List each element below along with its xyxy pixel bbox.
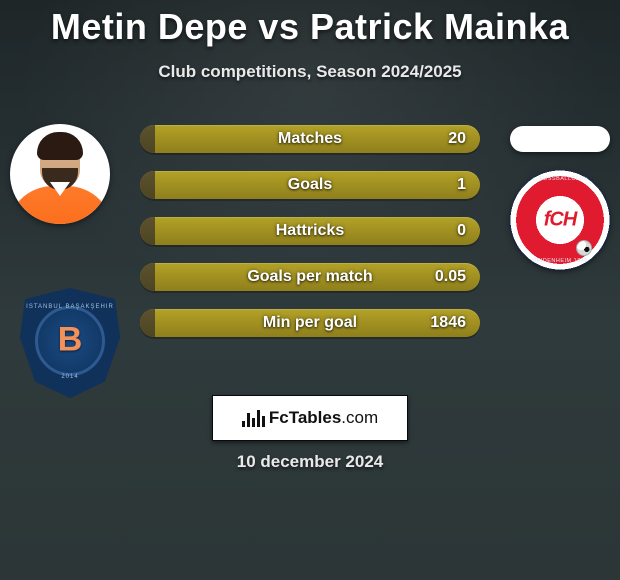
stat-value: 1 bbox=[457, 171, 466, 199]
player-right-pill bbox=[510, 126, 610, 152]
stat-label: Goals bbox=[140, 171, 480, 199]
stat-row: Matches 20 bbox=[140, 125, 480, 153]
club-right-arc-top: 1. FUSSBALLCLUB bbox=[532, 176, 588, 182]
stat-rows: Matches 20 Goals 1 Hattricks 0 Goals per… bbox=[140, 125, 480, 355]
stat-label: Hattricks bbox=[140, 217, 480, 245]
club-left-badge: ISTANBUL BAŞAKŞEHIR B 2014 bbox=[20, 288, 120, 398]
club-right-badge: 1. FUSSBALLCLUB fCH HEIDENHEIM 1846 bbox=[510, 170, 610, 270]
content-root: Metin Depe vs Patrick Mainka Club compet… bbox=[0, 0, 620, 580]
page-subtitle: Club competitions, Season 2024/2025 bbox=[0, 62, 620, 82]
club-left-arc-bot: 2014 bbox=[61, 374, 78, 380]
stat-label: Goals per match bbox=[140, 263, 480, 291]
club-right-arc-bot: HEIDENHEIM 1846 bbox=[532, 258, 588, 264]
stat-label: Min per goal bbox=[140, 309, 480, 337]
player-left-avatar bbox=[10, 124, 110, 224]
date-text: 10 december 2024 bbox=[0, 452, 620, 472]
bar-chart-icon bbox=[242, 409, 265, 427]
stat-value: 20 bbox=[448, 125, 466, 153]
stat-row: Goals per match 0.05 bbox=[140, 263, 480, 291]
club-right-center-text: fCH bbox=[544, 209, 577, 232]
brand-box: FcTables.com bbox=[212, 395, 408, 441]
stat-row: Goals 1 bbox=[140, 171, 480, 199]
stat-value: 0.05 bbox=[435, 263, 466, 291]
soccer-ball-icon bbox=[576, 240, 592, 256]
club-left-arc-top: ISTANBUL BAŞAKŞEHIR bbox=[26, 304, 114, 310]
stat-label: Matches bbox=[140, 125, 480, 153]
club-left-letter: B bbox=[58, 321, 83, 360]
stat-row: Min per goal 1846 bbox=[140, 309, 480, 337]
stat-value: 1846 bbox=[430, 309, 466, 337]
stat-value: 0 bbox=[457, 217, 466, 245]
stat-row: Hattricks 0 bbox=[140, 217, 480, 245]
brand-suffix: .com bbox=[341, 408, 378, 427]
page-title: Metin Depe vs Patrick Mainka bbox=[0, 0, 620, 48]
brand-text: FcTables.com bbox=[269, 408, 378, 428]
avatar-hair bbox=[37, 132, 83, 160]
brand-name: FcTables bbox=[269, 408, 341, 427]
